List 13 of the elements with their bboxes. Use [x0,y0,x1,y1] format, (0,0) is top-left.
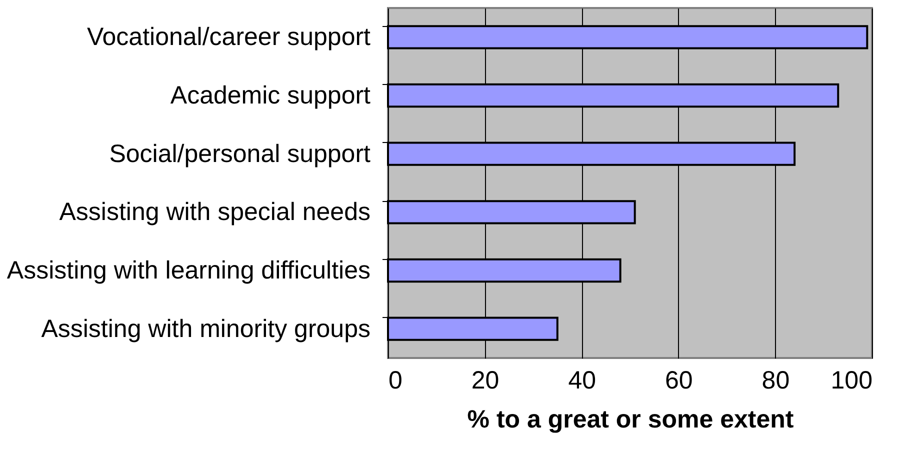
x-tick-label: 20 [471,366,500,394]
y-tick-label: Assisting with minority groups [41,314,370,343]
x-tick-label: 100 [830,366,872,394]
x-axis-title: % to a great or some extent [467,406,794,434]
y-tick-label: Academic support [170,82,371,110]
x-tick-label: 80 [762,366,790,394]
x-tick-label: 0 [388,366,402,394]
x-tick-label: 40 [568,366,596,394]
y-tick-label: Assisting with special needs [59,198,370,226]
y-tick-label: Social/personal support [109,140,371,168]
y-tick-label: Assisting with learning difficulties [6,256,370,284]
x-tick-label: 60 [664,366,693,394]
y-tick-label: Vocational/career support [86,23,371,52]
